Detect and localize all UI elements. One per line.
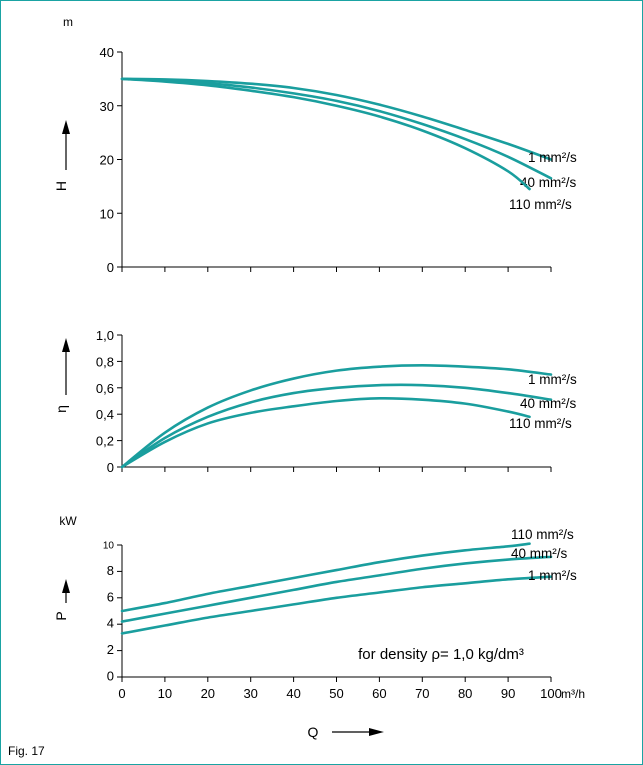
x-axis-arrow-head bbox=[369, 728, 384, 736]
series-line bbox=[120, 575, 553, 635]
series-line bbox=[120, 77, 553, 161]
series-label: 1 mm²/s bbox=[528, 150, 577, 165]
x-tick-label: 60 bbox=[372, 686, 386, 701]
y-axis-label: H bbox=[53, 181, 69, 191]
x-tick-label: 0 bbox=[118, 686, 125, 701]
series-line bbox=[120, 555, 553, 623]
series-label: 110 mm²/s bbox=[509, 197, 572, 212]
y-axis-arrow-head bbox=[62, 579, 70, 593]
x-tick-label: 50 bbox=[329, 686, 343, 701]
x-unit-label: m³/h bbox=[561, 687, 585, 701]
y-tick-label: 40 bbox=[100, 45, 114, 60]
x-tick-label: 30 bbox=[243, 686, 257, 701]
y-tick-label: 8 bbox=[107, 563, 114, 578]
series-label: 1 mm²/s bbox=[528, 372, 577, 387]
x-tick-label: 100 bbox=[540, 686, 562, 701]
y-tick-label: 0 bbox=[107, 669, 114, 684]
y-tick-label: 6 bbox=[107, 589, 114, 604]
y-tick-label: 2 bbox=[107, 642, 114, 657]
y-unit-label: kW bbox=[59, 514, 77, 528]
y-tick-label: 0,4 bbox=[96, 407, 114, 422]
series-label: 40 mm²/s bbox=[520, 396, 577, 411]
y-tick-label: 1,0 bbox=[96, 328, 114, 343]
figure-caption: Fig. 17 bbox=[8, 744, 45, 758]
density-note: for density ρ= 1,0 kg/dm³ bbox=[358, 646, 524, 663]
series-label: 110 mm²/s bbox=[509, 416, 572, 431]
series-line bbox=[120, 542, 531, 613]
y-unit-label: m bbox=[63, 15, 73, 29]
y-tick-label: 30 bbox=[100, 99, 114, 114]
y-axis-label: η bbox=[53, 405, 69, 413]
series-label: 40 mm²/s bbox=[511, 546, 568, 561]
y-tick-label: 4 bbox=[107, 616, 114, 631]
series-line bbox=[120, 397, 531, 469]
x-tick-label: 80 bbox=[458, 686, 472, 701]
x-tick-label: 90 bbox=[501, 686, 515, 701]
x-tick-label: 40 bbox=[286, 686, 300, 701]
y-axis-arrow-head bbox=[62, 120, 70, 134]
x-tick-label: 20 bbox=[201, 686, 215, 701]
series-line bbox=[120, 383, 553, 469]
y-tick-label: 0,6 bbox=[96, 381, 114, 396]
y-tick-label: 0 bbox=[107, 260, 114, 275]
y-tick-label: 0 bbox=[107, 460, 114, 475]
y-tick-label: 0,2 bbox=[96, 434, 114, 449]
x-tick-label: 10 bbox=[158, 686, 172, 701]
y-tick-label: 20 bbox=[100, 153, 114, 168]
series-label: 1 mm²/s bbox=[528, 568, 577, 583]
series-line bbox=[120, 364, 553, 469]
y-axis-label: P bbox=[53, 611, 69, 620]
y-tick-label: 10 bbox=[100, 206, 114, 221]
x-tick-label: 70 bbox=[415, 686, 429, 701]
y-tick-label: 0,8 bbox=[96, 354, 114, 369]
series-label: 110 mm²/s bbox=[511, 527, 574, 542]
y-axis-arrow-head bbox=[62, 338, 70, 352]
series-label: 40 mm²/s bbox=[520, 175, 577, 190]
y-tick-label: 10 bbox=[103, 541, 115, 552]
series-line bbox=[120, 77, 553, 180]
x-axis-label: Q bbox=[308, 724, 319, 740]
series-line bbox=[120, 77, 531, 191]
